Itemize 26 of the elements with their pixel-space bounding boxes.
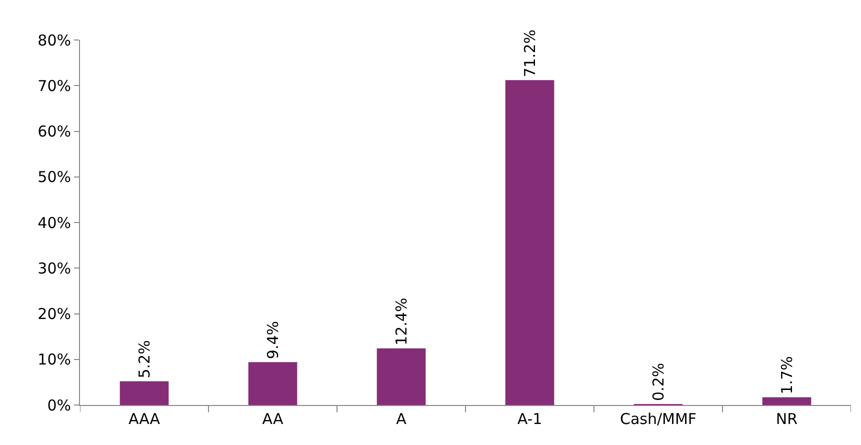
y-tick-label: 80%: [38, 31, 71, 50]
y-tick-label: 20%: [38, 305, 71, 323]
y-tick-label: 40%: [38, 214, 71, 232]
data-label: 71.2%: [520, 29, 539, 78]
y-tick-label: 30%: [38, 259, 71, 278]
x-tick-label: A-1: [517, 410, 542, 428]
data-label: 1.7%: [778, 356, 796, 394]
bar: [248, 362, 298, 405]
data-label: 12.4%: [392, 298, 410, 346]
x-tick-label: NR: [776, 410, 798, 428]
x-tick-label: AA: [262, 410, 284, 428]
data-label: 5.2%: [135, 340, 154, 378]
bar: [376, 348, 426, 405]
data-label: 9.4%: [264, 321, 282, 360]
y-tick-label: 60%: [38, 122, 71, 140]
y-tick-label: 50%: [38, 168, 71, 186]
bar: [120, 381, 169, 405]
x-tick-label: Cash/MMF: [620, 410, 697, 428]
y-tick-label: 70%: [38, 76, 71, 95]
bar: [505, 80, 554, 405]
data-label: 0.2%: [649, 362, 668, 401]
x-tick-label: AAA: [128, 410, 161, 428]
bar: [762, 397, 812, 405]
x-tick-label: A: [396, 410, 408, 428]
y-tick-label: 10%: [38, 350, 71, 369]
y-tick-label: 0%: [47, 396, 71, 414]
